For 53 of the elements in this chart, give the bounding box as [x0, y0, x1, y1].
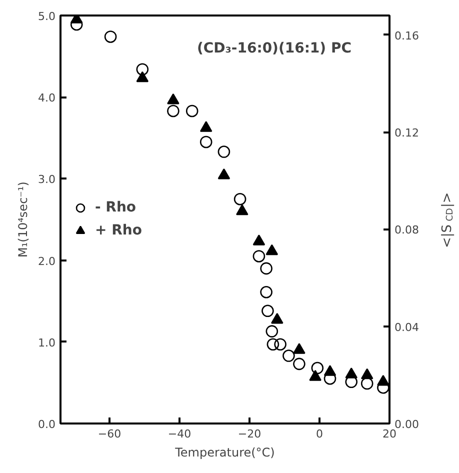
point [200, 121, 212, 132]
y-tick-label: 1.0 [38, 336, 56, 350]
point [186, 104, 198, 118]
legend-label: - Rho [95, 200, 136, 216]
y-tick-label: 0.0 [38, 418, 56, 431]
point [252, 250, 266, 262]
point [266, 338, 280, 350]
point [136, 63, 149, 76]
point [167, 104, 180, 118]
point [262, 304, 274, 318]
point [345, 368, 358, 378]
point [236, 204, 248, 216]
x-tick-label: 20 [382, 428, 396, 440]
point [311, 362, 324, 374]
point [136, 71, 149, 82]
y-tick-label: 3.0 [38, 173, 56, 186]
point [234, 192, 246, 206]
y-tick-label: 4.0 [38, 92, 56, 105]
point [324, 365, 336, 376]
y2-tick-label: 0.04 [394, 320, 419, 334]
point [360, 368, 374, 380]
y2-tick-label: 0.08 [394, 224, 419, 237]
x-axis-title: Temperature(°C) [174, 446, 275, 460]
y2-axis-title: <|SCD|> [440, 192, 456, 248]
point [293, 358, 306, 370]
x-tick-label: −20 [238, 428, 262, 440]
point [260, 286, 272, 298]
x-tick-label: −60 [98, 428, 122, 440]
point [218, 168, 230, 180]
point [260, 262, 272, 275]
point [218, 146, 230, 158]
point [266, 244, 278, 256]
point [271, 312, 284, 324]
y2-tick-label: 0.12 [394, 126, 419, 140]
y2-tick-label: 0.16 [394, 29, 419, 42]
y-tick-label: 5.0 [38, 10, 56, 23]
point [377, 374, 390, 386]
x-tick-label: −40 [168, 428, 192, 440]
point [309, 370, 322, 381]
y-axis-title: M₁(10⁴sec⁻¹) [16, 182, 30, 258]
point [266, 325, 278, 338]
point [293, 343, 306, 354]
point [167, 93, 180, 104]
point [104, 30, 117, 43]
y2-tick-label: 0.00 [394, 418, 419, 431]
point [274, 338, 286, 350]
x-tick-label: 0 [316, 428, 323, 440]
legend-label: + Rho [95, 222, 142, 238]
annotation: (CD₃-16:0)(16:1) PC [197, 40, 352, 56]
point [252, 234, 266, 246]
point [282, 350, 295, 362]
point [200, 136, 212, 148]
y-tick-label: 2.0 [38, 254, 56, 268]
